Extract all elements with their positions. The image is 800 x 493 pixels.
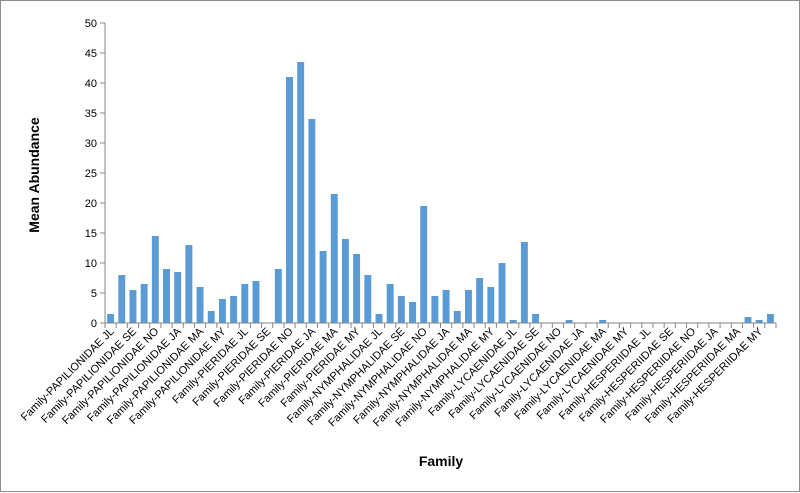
y-tick-label: 35 [85, 108, 97, 120]
x-axis-title: Family [419, 453, 464, 469]
bar [409, 302, 416, 323]
y-tick-label: 40 [85, 78, 97, 90]
bar [532, 314, 540, 323]
bar [319, 251, 327, 323]
bar [129, 290, 137, 323]
bar [386, 284, 394, 323]
bar [297, 62, 305, 323]
y-tick-label: 30 [85, 138, 97, 150]
bar [151, 236, 159, 323]
bar [453, 311, 461, 323]
bar [330, 194, 338, 323]
y-tick-label: 50 [85, 18, 97, 30]
bar [755, 320, 763, 323]
bar [420, 206, 428, 323]
bar [353, 254, 361, 323]
y-tick-label: 10 [85, 258, 97, 270]
bar [218, 299, 226, 323]
bar [107, 314, 115, 323]
bar [196, 287, 204, 323]
bar [397, 296, 405, 323]
y-tick-label: 5 [91, 288, 97, 300]
bar [431, 296, 439, 323]
bar [520, 242, 528, 323]
bar [286, 77, 293, 323]
bar [375, 314, 383, 323]
bar [163, 269, 170, 323]
y-tick-label: 0 [91, 318, 97, 330]
bar [744, 317, 752, 323]
y-tick-label: 25 [85, 168, 97, 180]
bars-group [107, 62, 774, 323]
y-tick-label: 15 [85, 228, 97, 240]
bar [476, 278, 484, 323]
bar [207, 311, 215, 323]
bar [185, 245, 193, 323]
bar [230, 296, 238, 323]
bar [766, 314, 774, 323]
y-axis-title: Mean Abundance [26, 117, 42, 233]
y-tick-label: 20 [85, 198, 97, 210]
x-ticks-group: Family-PAPILIONIDAE JLFamily-PAPILIONIDA… [19, 323, 777, 429]
bar [599, 320, 607, 323]
bar [364, 275, 372, 323]
bar [252, 281, 260, 323]
bar [442, 290, 450, 323]
bar [118, 275, 126, 323]
bar [565, 320, 573, 323]
bar [140, 284, 148, 323]
bar [274, 269, 282, 323]
bar [308, 119, 316, 323]
bar [487, 287, 495, 323]
y-tick-label: 45 [85, 48, 97, 60]
bar [509, 320, 517, 323]
bar [498, 263, 506, 323]
bar [464, 290, 472, 323]
bar [174, 272, 182, 323]
y-ticks-group: 0 5 10 15 20 25 30 35 40 45 50 [85, 18, 105, 330]
bar [341, 239, 349, 323]
bar [241, 284, 249, 323]
